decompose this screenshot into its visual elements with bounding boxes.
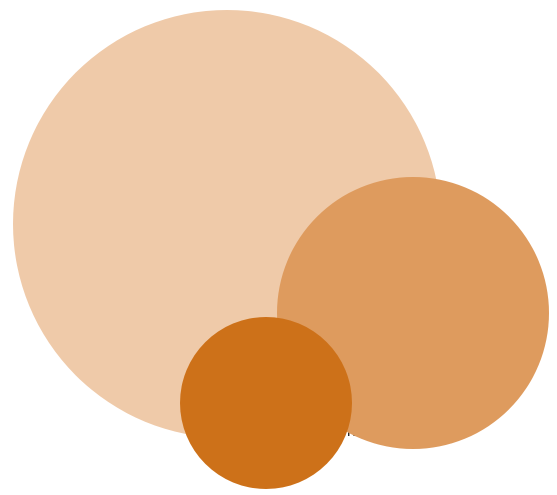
small-circle xyxy=(180,317,352,489)
